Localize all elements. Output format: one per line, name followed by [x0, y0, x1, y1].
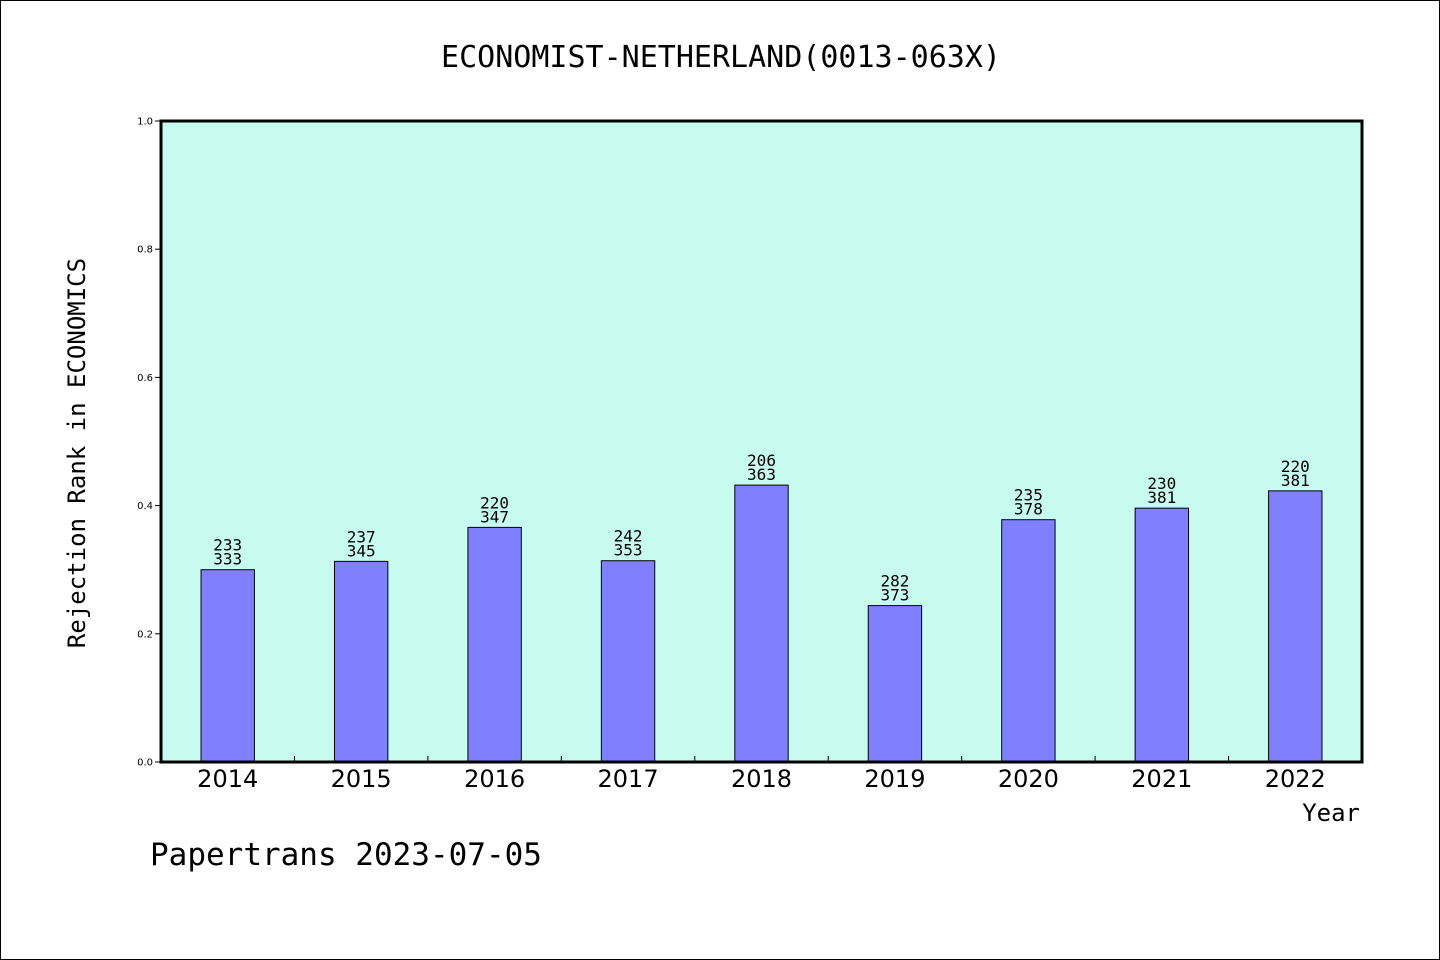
x-tick-label: 2015	[331, 765, 392, 793]
bar-label-top: 220	[1281, 457, 1310, 476]
bar-label-bottom: 333	[213, 550, 242, 569]
bar-label-top: 235	[1014, 486, 1043, 505]
bar-2016	[467, 526, 522, 763]
bar-label-bottom: 363	[747, 465, 776, 484]
bar-label-bottom: 373	[880, 586, 909, 605]
bar-2015	[333, 560, 389, 763]
bar-label-bottom: 347	[480, 507, 509, 526]
x-tick-label: 2017	[598, 765, 659, 793]
bar-labels: 2333332373452203472423532063632823732353…	[213, 451, 1309, 605]
chart-title: ECONOMIST-NETHERLAND(0013-063X)	[441, 40, 1001, 75]
bar-label-bottom: 381	[1281, 471, 1310, 490]
x-tick-label: 2022	[1265, 765, 1326, 793]
bars	[200, 484, 1323, 763]
y-tick-label: 0.4	[137, 501, 153, 512]
y-tick-label: 0.6	[137, 373, 153, 384]
bar-label-top: 230	[1147, 474, 1176, 493]
bar-label-top: 237	[347, 527, 376, 546]
y-axis: 0.0 0.2 0.4 0.6 0.8 1.0	[137, 117, 161, 769]
y-tick-label: 0.2	[137, 629, 153, 640]
bar-2019	[867, 605, 923, 763]
bar-label-bottom: 345	[347, 541, 376, 560]
bar-2014	[200, 569, 255, 763]
footer-text: Papertrans 2023-07-05	[150, 837, 542, 873]
bar-2018	[734, 484, 789, 763]
bar-2021	[1134, 507, 1190, 763]
y-tick-label: 0.8	[137, 245, 153, 256]
x-axis-label: Year	[1302, 799, 1360, 827]
y-tick-label: 0.0	[137, 758, 153, 769]
bar-2022	[1268, 490, 1323, 763]
bar-label-top: 220	[480, 493, 509, 512]
bar-label-bottom: 381	[1147, 488, 1176, 507]
y-tick-label: 1.0	[137, 117, 153, 128]
x-tick-label: 2016	[464, 765, 525, 793]
bar-label-bottom: 378	[1014, 500, 1043, 519]
x-tick-label: 2020	[998, 765, 1059, 793]
bar-label-top: 233	[213, 536, 242, 555]
x-tick-label: 2019	[864, 765, 925, 793]
bar-label-top: 282	[880, 572, 909, 591]
x-tick-label: 2014	[197, 765, 258, 793]
x-tick-label: 2021	[1131, 765, 1192, 793]
plot-border	[159, 119, 1364, 764]
x-axis: 2014 2015 2016 2017 2018 2019 2020 2021 2022	[197, 756, 1326, 793]
bar-label-bottom: 353	[614, 541, 643, 560]
x-tick-label: 2018	[731, 765, 792, 793]
bar-label-top: 242	[614, 527, 643, 546]
bar-2017	[600, 560, 656, 763]
bar-label-top: 206	[747, 451, 776, 470]
bar-2020	[1001, 519, 1056, 763]
y-axis-label: Rejection Rank in ECONOMICS	[63, 258, 91, 648]
